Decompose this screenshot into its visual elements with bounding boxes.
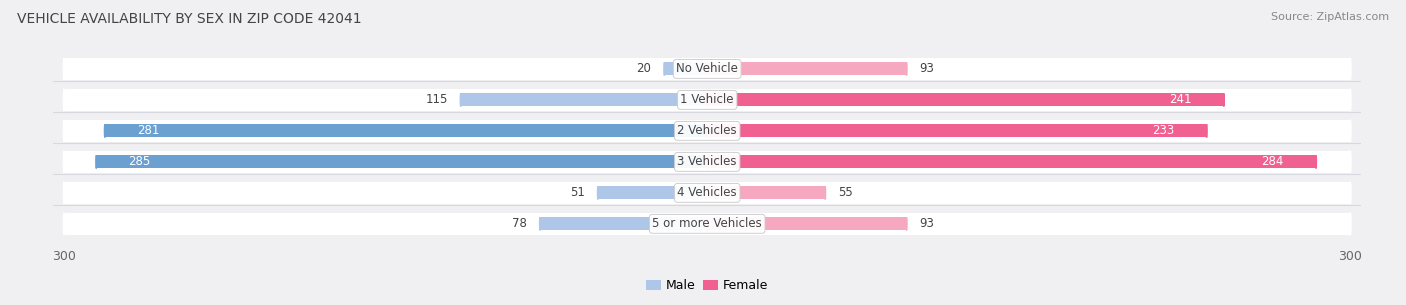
Circle shape (1350, 182, 1351, 204)
Bar (707, 155, 1316, 168)
Circle shape (1350, 89, 1351, 111)
Text: No Vehicle: No Vehicle (676, 63, 738, 75)
Bar (461, 93, 707, 106)
Circle shape (1350, 58, 1351, 80)
Text: 78: 78 (512, 217, 527, 230)
Text: 285: 285 (128, 155, 150, 168)
Text: 93: 93 (920, 217, 935, 230)
Text: 4 Vehicles: 4 Vehicles (678, 186, 737, 199)
Circle shape (63, 120, 65, 142)
Text: 115: 115 (426, 93, 449, 106)
Circle shape (1350, 120, 1351, 142)
Text: 233: 233 (1153, 124, 1174, 138)
Bar (707, 63, 907, 75)
Bar (707, 217, 907, 230)
Bar (707, 93, 1223, 106)
Bar (540, 217, 707, 230)
Text: 281: 281 (136, 124, 159, 138)
Bar (65, 120, 1350, 142)
Text: 93: 93 (920, 63, 935, 75)
Text: 20: 20 (637, 63, 651, 75)
Bar (65, 213, 1350, 235)
Text: 3 Vehicles: 3 Vehicles (678, 155, 737, 168)
Circle shape (63, 213, 65, 235)
Circle shape (63, 89, 65, 111)
Circle shape (63, 182, 65, 204)
Text: 241: 241 (1170, 93, 1192, 106)
Bar (707, 186, 825, 199)
Bar (96, 155, 707, 168)
Text: Source: ZipAtlas.com: Source: ZipAtlas.com (1271, 12, 1389, 22)
Text: 1 Vehicle: 1 Vehicle (681, 93, 734, 106)
Bar (65, 89, 1350, 111)
Bar (65, 151, 1350, 173)
Text: 284: 284 (1261, 155, 1284, 168)
Bar (105, 124, 707, 138)
Circle shape (1350, 151, 1351, 173)
Text: VEHICLE AVAILABILITY BY SEX IN ZIP CODE 42041: VEHICLE AVAILABILITY BY SEX IN ZIP CODE … (17, 12, 361, 26)
Bar (707, 124, 1206, 138)
Circle shape (63, 151, 65, 173)
Text: 5 or more Vehicles: 5 or more Vehicles (652, 217, 762, 230)
Legend: Male, Female: Male, Female (645, 279, 769, 292)
Text: 51: 51 (571, 186, 585, 199)
Text: 2 Vehicles: 2 Vehicles (678, 124, 737, 138)
Bar (665, 63, 707, 75)
Text: 55: 55 (838, 186, 852, 199)
Circle shape (63, 58, 65, 80)
Circle shape (1350, 213, 1351, 235)
Bar (65, 182, 1350, 204)
Bar (598, 186, 707, 199)
Bar (65, 58, 1350, 80)
